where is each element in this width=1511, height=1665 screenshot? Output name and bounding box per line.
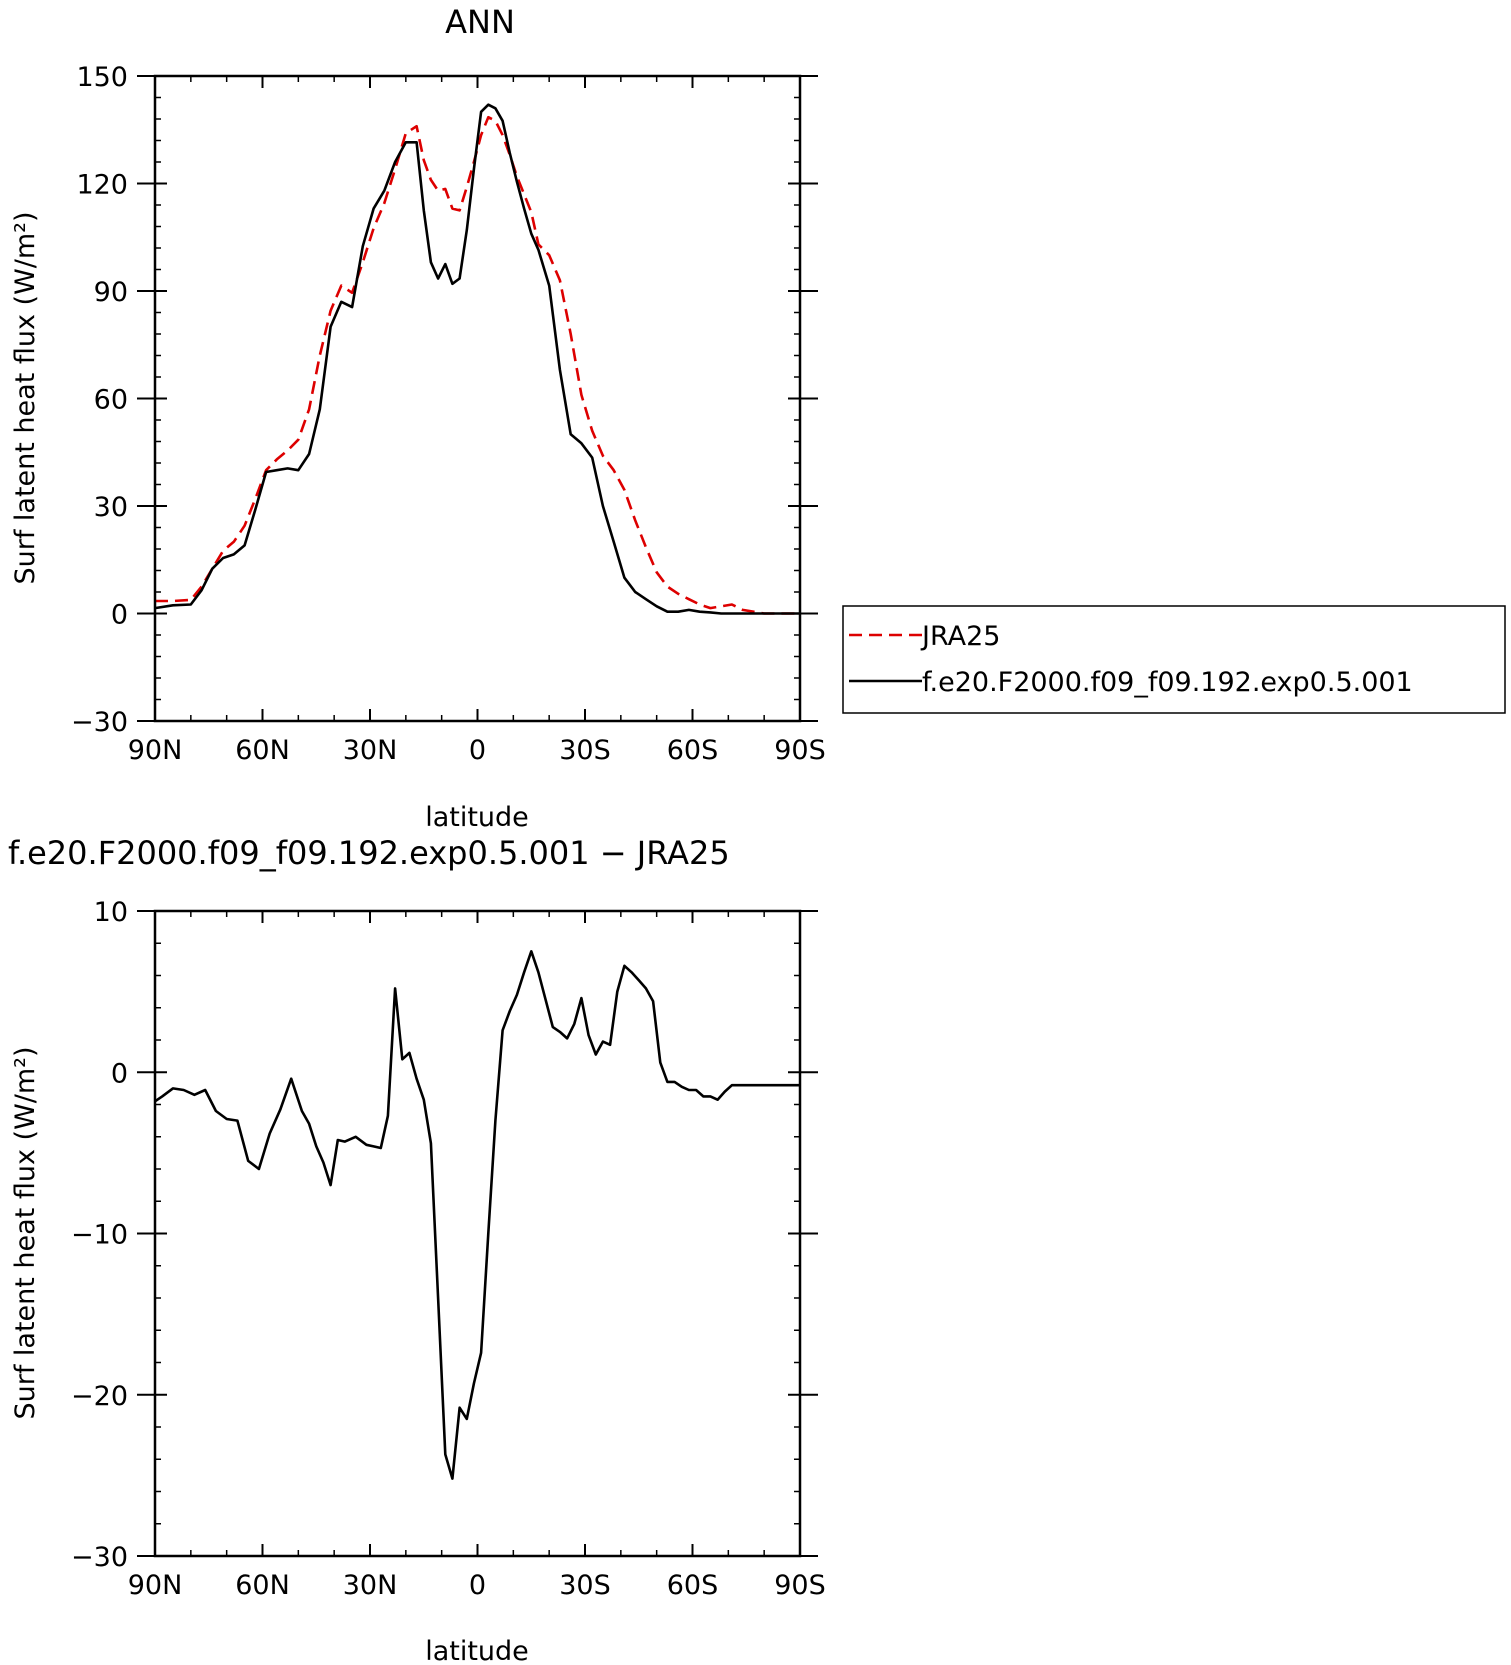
top-chart-ticks: 90N 60N 30N 0 30S 60S 90S −30 0 30 60 90 120 150: [71, 62, 826, 766]
bottom-chart-x-tick-label: 30S: [559, 1570, 611, 1601]
bottom-chart-x-axis-label: latitude: [425, 1636, 529, 1665]
legend-box: [842, 605, 1506, 714]
top-chart-x-tick-label: 90S: [774, 735, 826, 766]
bottom-chart-y-tick-label: −20: [71, 1381, 128, 1412]
bottom-chart-x-tick-label: 60N: [235, 1570, 290, 1601]
bottom-chart-ticks: 90N 60N 30N 0 30S 60S 90S −30 −20 −10 0 10: [71, 897, 826, 1601]
top-chart-jra25-line: [155, 115, 800, 615]
bottom-chart-difference-line: [154, 949, 800, 1480]
bottom-chart-y-axis-label: Surf latent heat flux (W/m²): [10, 1046, 41, 1419]
top-chart-x-tick-label: 30N: [343, 735, 398, 766]
top-chart-y-axis-label: Surf latent heat flux (W/m²): [10, 211, 41, 584]
bottom-chart-series: [154, 949, 800, 1480]
top-chart-y-tick-label: 60: [94, 385, 128, 416]
top-chart-x-tick-label: 60S: [667, 735, 719, 766]
top-chart-x-tick-label: 0: [469, 735, 486, 766]
top-chart-x-tick-label: 30S: [559, 735, 611, 766]
top-chart-model-line: [154, 103, 800, 615]
top-chart-plot-frame: [153, 74, 802, 723]
bottom-chart-y-tick-label: −10: [71, 1220, 128, 1251]
top-chart-title: ANN: [445, 3, 515, 41]
bottom-chart-title: f.e20.F2000.f09_f09.192.exp0.5.001 − JRA…: [8, 834, 730, 872]
bottom-chart-x-tick-label: 0: [469, 1570, 486, 1601]
top-chart-y-tick-label: 120: [76, 170, 128, 201]
legend-label-model: f.e20.F2000.f09_f09.192.exp0.5.001: [922, 667, 1413, 698]
bottom-chart: f.e20.F2000.f09_f09.192.exp0.5.001 − JRA…: [8, 834, 826, 1665]
top-chart-y-tick-label: 150: [76, 62, 128, 93]
top-chart-y-tick-label: 30: [94, 492, 128, 523]
top-chart-x-tick-label: 90N: [128, 735, 183, 766]
bottom-chart-x-tick-label: 30N: [343, 1570, 398, 1601]
top-chart-x-axis-label: latitude: [425, 802, 529, 833]
top-chart-y-tick-label: 90: [94, 277, 128, 308]
top-chart: ANN 90N 60N 30N 0 30S 60S 90S−300306090120150 …: [10, 3, 1506, 833]
top-chart-x-tick-label: 60N: [235, 735, 290, 766]
top-chart-y-tick-label: 0: [111, 600, 128, 631]
bottom-chart-y-tick-label: 10: [94, 897, 128, 928]
bottom-chart-x-tick-label: 90N: [128, 1570, 183, 1601]
top-chart-series: [154, 103, 800, 615]
top-chart-y-tick-label: −30: [71, 707, 128, 738]
bottom-chart-y-tick-label: −30: [71, 1542, 128, 1573]
bottom-chart-x-tick-label: 90S: [774, 1570, 826, 1601]
bottom-chart-x-tick-label: 60S: [667, 1570, 719, 1601]
top-chart-legend: JRA25 f.e20.F2000.f09_f09.192.exp0.5.001: [842, 605, 1506, 714]
legend-label-jra25: JRA25: [920, 621, 1000, 652]
bottom-chart-plot-frame: [153, 909, 802, 1558]
bottom-chart-y-tick-label: 0: [111, 1058, 128, 1089]
